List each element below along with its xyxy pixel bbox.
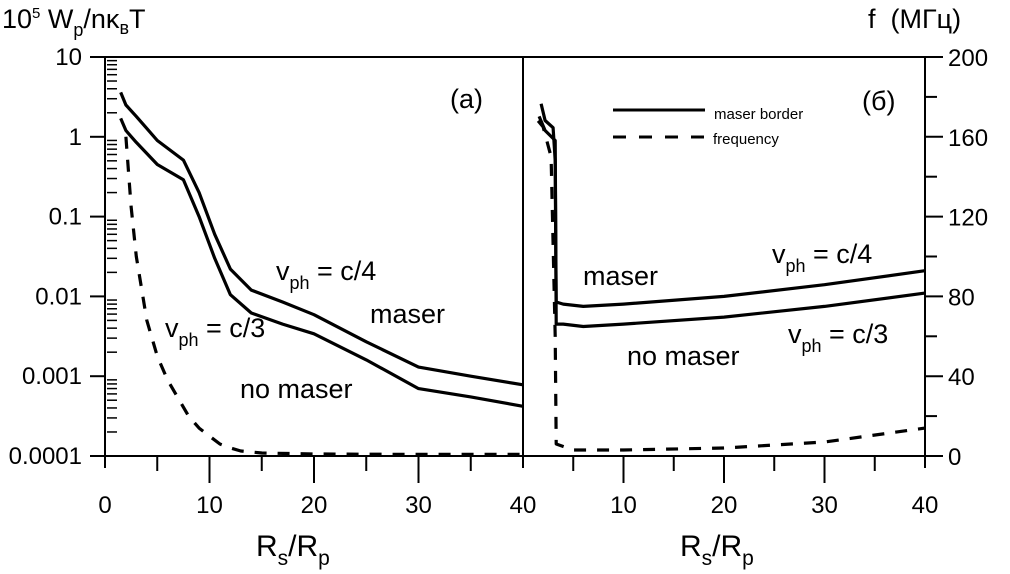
x-tick-label: 20: [301, 492, 328, 519]
y-tick-label: 0.001: [22, 363, 82, 390]
panel-label-b: (б): [862, 86, 895, 116]
series-line-maser-border-v-ph-c-4: [539, 103, 926, 308]
series-line-maser-border-v-ph-c-3: [119, 117, 524, 408]
y2-axis-label: f (МГц): [868, 4, 961, 34]
annotation-maser-a: maser: [370, 299, 445, 329]
y-axis-label: 105 Wp/nκвT: [2, 4, 146, 40]
x-tick-label: 10: [196, 492, 223, 519]
y-tick-label: 0.01: [35, 283, 82, 310]
annotation-c3-a: vph = c/3: [165, 313, 265, 350]
x-tick-label: 10: [610, 492, 637, 519]
x-tick-label: 0: [98, 492, 111, 519]
legend-label-maser-border: maser border: [714, 106, 803, 123]
legend: maser border frequency: [613, 106, 803, 148]
x-axis-label-a: Rs/Rp: [256, 530, 330, 570]
y-tick-label: 0.0001: [9, 443, 82, 470]
annotation-c4-b: vph = c/4: [772, 239, 872, 276]
y-tick-label: 0.1: [49, 204, 82, 231]
y-tick-label: 1: [69, 124, 82, 151]
annotation-c4-a: vph = c/4: [276, 256, 376, 293]
y2-tick-label: 200: [948, 45, 988, 72]
y2-tick-label: 160: [948, 125, 988, 152]
annotation-maser-b: maser: [583, 261, 658, 291]
series-line-frequency: [536, 119, 926, 452]
y2-tick-label: 120: [948, 205, 988, 232]
x-tick-label: 30: [811, 492, 838, 519]
x-tick-label: 20: [711, 492, 738, 519]
y-tick-label: 10: [55, 44, 82, 71]
annotation-no-maser-a: no maser: [240, 374, 353, 404]
series-line-maser-border-v-ph-c-3: [537, 115, 926, 329]
x-tick-label: 30: [405, 492, 432, 519]
x-tick-label: 40: [510, 492, 537, 519]
x-tick-label: 40: [912, 492, 939, 519]
x-axis-label-b: Rs/Rp: [680, 530, 754, 570]
y2-tick-label: 0: [948, 444, 961, 471]
legend-label-frequency: frequency: [713, 131, 779, 148]
series-group: [119, 91, 926, 456]
annotation-no-maser-b: no maser: [627, 341, 740, 371]
annotation-c3-b: vph = c/3: [788, 319, 888, 356]
series-line-frequency: [124, 136, 523, 456]
panel-label-a: (a): [450, 84, 483, 114]
y2-tick-label: 80: [948, 284, 975, 311]
series-line-maser-border-v-ph-c-4: [119, 91, 524, 387]
y2-tick-label: 40: [948, 364, 975, 391]
